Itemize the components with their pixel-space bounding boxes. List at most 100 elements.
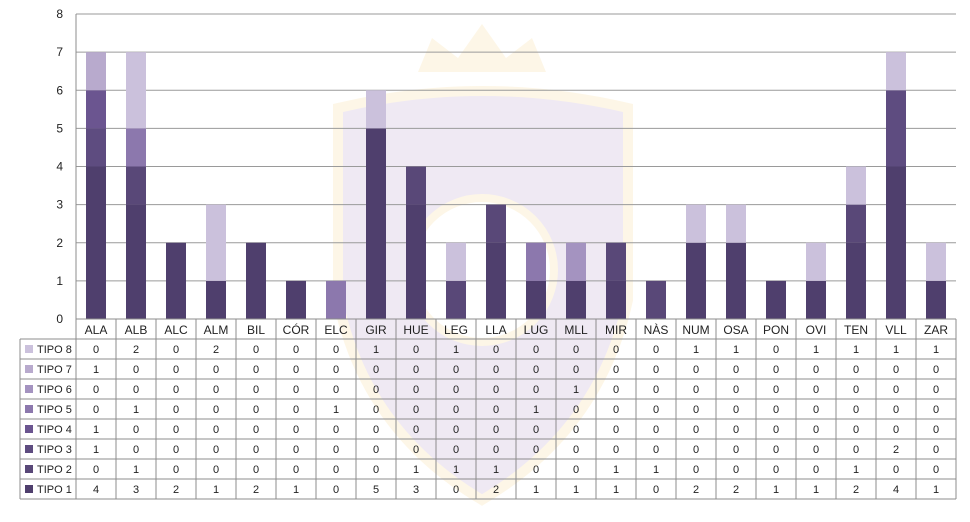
bar-segment bbox=[726, 242, 746, 319]
table-value: 1 bbox=[773, 484, 779, 496]
table-value: 0 bbox=[933, 444, 939, 456]
table-value: 0 bbox=[813, 404, 819, 416]
table-value: 0 bbox=[253, 464, 259, 476]
category-label: PON bbox=[763, 323, 789, 337]
table-value: 0 bbox=[533, 344, 539, 356]
category-label: OVI bbox=[806, 323, 827, 337]
table-value: 0 bbox=[93, 384, 99, 396]
table-value: 0 bbox=[533, 424, 539, 436]
table-value: 0 bbox=[533, 444, 539, 456]
bar-segment bbox=[406, 204, 426, 319]
table-value: 0 bbox=[853, 364, 859, 376]
bar-segment bbox=[446, 242, 466, 281]
table-value: 0 bbox=[493, 404, 499, 416]
table-value: 1 bbox=[293, 484, 299, 496]
legend-swatch bbox=[25, 345, 33, 353]
table-value: 0 bbox=[733, 464, 739, 476]
table-value: 0 bbox=[773, 404, 779, 416]
bar-segment bbox=[526, 280, 546, 319]
bar-segment bbox=[886, 52, 906, 91]
bars bbox=[86, 52, 946, 319]
table-value: 2 bbox=[253, 484, 259, 496]
bar-segment bbox=[846, 204, 866, 243]
table-value: 0 bbox=[613, 444, 619, 456]
bar-segment bbox=[726, 204, 746, 243]
table-value: 0 bbox=[133, 364, 139, 376]
table-value: 0 bbox=[653, 484, 659, 496]
legend-label: TIPO 7 bbox=[37, 364, 72, 376]
table-value: 0 bbox=[213, 464, 219, 476]
table-value: 0 bbox=[653, 444, 659, 456]
table-value: 0 bbox=[173, 364, 179, 376]
category-label: LLA bbox=[485, 323, 506, 337]
table-value: 1 bbox=[533, 484, 539, 496]
table-value: 0 bbox=[693, 424, 699, 436]
table-value: 0 bbox=[293, 464, 299, 476]
table-value: 1 bbox=[693, 344, 699, 356]
table-value: 0 bbox=[373, 444, 379, 456]
table-value: 0 bbox=[373, 404, 379, 416]
y-tick-label: 4 bbox=[56, 160, 63, 174]
category-label: GIR bbox=[365, 323, 387, 337]
y-tick-label: 2 bbox=[56, 236, 63, 250]
y-tick-label: 7 bbox=[56, 45, 63, 59]
table-value: 0 bbox=[773, 424, 779, 436]
category-label: MIR bbox=[605, 323, 627, 337]
bar-segment bbox=[446, 280, 466, 319]
table-value: 1 bbox=[93, 364, 99, 376]
table-value: 0 bbox=[493, 444, 499, 456]
table-value: 5 bbox=[373, 484, 379, 496]
table-value: 0 bbox=[573, 444, 579, 456]
table-value: 0 bbox=[253, 404, 259, 416]
table-value: 0 bbox=[893, 364, 899, 376]
table-value: 0 bbox=[413, 364, 419, 376]
legend-swatch bbox=[25, 405, 33, 413]
table-value: 0 bbox=[253, 384, 259, 396]
table-value: 0 bbox=[173, 444, 179, 456]
table-value: 1 bbox=[573, 484, 579, 496]
table-value: 0 bbox=[333, 384, 339, 396]
table-value: 0 bbox=[853, 404, 859, 416]
table-value: 0 bbox=[333, 364, 339, 376]
bar-segment bbox=[366, 90, 386, 129]
category-label: HUE bbox=[403, 323, 428, 337]
table-value: 0 bbox=[773, 384, 779, 396]
table-value: 1 bbox=[453, 344, 459, 356]
table-value: 0 bbox=[133, 444, 139, 456]
table-value: 0 bbox=[693, 464, 699, 476]
table-value: 1 bbox=[613, 484, 619, 496]
table-value: 4 bbox=[893, 484, 899, 496]
table-value: 0 bbox=[853, 384, 859, 396]
table-value: 0 bbox=[413, 384, 419, 396]
table-value: 0 bbox=[773, 364, 779, 376]
table-value: 0 bbox=[493, 424, 499, 436]
bar-segment bbox=[806, 242, 826, 281]
table-value: 0 bbox=[453, 364, 459, 376]
table-value: 1 bbox=[373, 344, 379, 356]
table-value: 0 bbox=[893, 424, 899, 436]
table-value: 0 bbox=[413, 344, 419, 356]
table-value: 0 bbox=[213, 424, 219, 436]
table-value: 4 bbox=[93, 484, 99, 496]
table-value: 0 bbox=[453, 384, 459, 396]
table-value: 0 bbox=[333, 444, 339, 456]
bar-segment bbox=[766, 280, 786, 319]
bar-segment bbox=[326, 280, 346, 319]
bar-segment bbox=[566, 280, 586, 319]
legend-swatch bbox=[25, 365, 33, 373]
table-value: 0 bbox=[253, 364, 259, 376]
category-label: NUM bbox=[682, 323, 709, 337]
bar-segment bbox=[126, 128, 146, 167]
table-value: 0 bbox=[533, 384, 539, 396]
table-value: 0 bbox=[653, 384, 659, 396]
table-value: 1 bbox=[853, 464, 859, 476]
table-value: 0 bbox=[533, 464, 539, 476]
table-value: 0 bbox=[213, 384, 219, 396]
table-value: 1 bbox=[453, 464, 459, 476]
category-label: ALB bbox=[125, 323, 148, 337]
legend-label: TIPO 8 bbox=[37, 344, 72, 356]
bar-segment bbox=[846, 166, 866, 205]
table-value: 0 bbox=[93, 404, 99, 416]
bar-segment bbox=[886, 166, 906, 319]
